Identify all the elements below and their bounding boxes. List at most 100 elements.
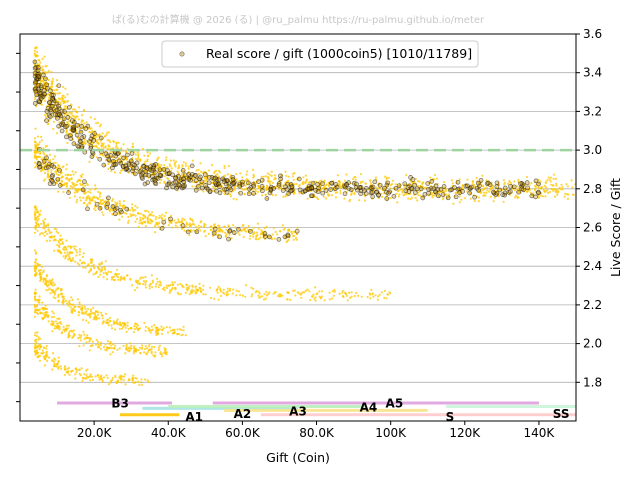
scatter-point — [158, 283, 161, 287]
scatter-point — [74, 189, 77, 192]
scatter-point — [42, 232, 45, 235]
scatter-point — [292, 238, 295, 241]
scatter-point — [136, 286, 139, 289]
scatter-point — [113, 321, 116, 324]
scatter-point — [62, 165, 65, 168]
scatter-point — [513, 196, 517, 199]
scatter-point — [95, 122, 98, 125]
scatter-point — [274, 230, 277, 233]
scatter-point — [148, 152, 152, 155]
scatter-point — [124, 383, 127, 386]
scatter-point — [257, 238, 260, 241]
scatter-point — [233, 188, 236, 192]
scatter-point — [84, 184, 87, 187]
scatter-points — [33, 46, 577, 387]
scatter-point — [204, 223, 207, 226]
scatter-point — [181, 217, 184, 220]
scatter-point — [116, 268, 119, 271]
scatter-point — [209, 286, 212, 289]
real-score-point — [410, 177, 416, 182]
scatter-point — [388, 292, 392, 295]
scatter-point — [53, 155, 57, 158]
scatter-point — [553, 187, 556, 191]
scatter-point — [82, 196, 85, 199]
scatter-point — [155, 326, 158, 329]
scatter-point — [177, 332, 180, 336]
real-score-point — [320, 181, 325, 186]
scatter-point — [293, 183, 296, 186]
scatter-point — [106, 278, 109, 281]
scatter-point — [71, 170, 74, 173]
scatter-point — [555, 182, 558, 185]
scatter-point — [164, 166, 167, 169]
real-score-point — [189, 163, 195, 169]
scatter-point — [74, 171, 77, 174]
scatter-point — [355, 291, 358, 295]
scatter-point — [64, 107, 67, 110]
scatter-point — [89, 261, 92, 264]
scatter-point — [98, 263, 101, 266]
scatter-point — [160, 216, 163, 219]
scatter-point — [43, 221, 46, 224]
real-score-point — [38, 96, 44, 101]
scatter-point — [111, 198, 115, 201]
scatter-point — [431, 196, 434, 199]
scatter-point — [191, 285, 194, 288]
scatter-point — [81, 379, 84, 382]
scatter-point — [36, 50, 39, 54]
scatter-point — [161, 213, 164, 216]
scatter-point — [51, 236, 54, 239]
scatter-point — [37, 338, 40, 341]
scatter-point — [202, 288, 205, 291]
scatter-point — [137, 349, 140, 352]
scatter-point — [85, 196, 88, 199]
scatter-point — [66, 121, 69, 124]
real-score-point — [508, 183, 513, 189]
scatter-point — [121, 375, 124, 378]
scatter-point — [130, 347, 133, 350]
scatter-point — [64, 96, 67, 99]
real-score-point — [139, 174, 145, 180]
real-score-point — [228, 187, 234, 192]
scatter-point — [75, 371, 78, 374]
scatter-point — [122, 149, 125, 152]
scatter-point — [153, 324, 156, 327]
real-score-point — [334, 184, 340, 190]
scatter-point — [508, 179, 511, 183]
scatter-point — [163, 175, 166, 178]
scatter-point — [93, 316, 96, 319]
scatter-point — [34, 299, 37, 302]
scatter-point — [45, 281, 48, 284]
real-score-point — [264, 196, 270, 201]
scatter-point — [200, 291, 203, 294]
scatter-point — [316, 198, 320, 201]
scatter-point — [254, 189, 257, 192]
scatter-point — [414, 177, 417, 181]
scatter-point — [541, 195, 545, 198]
scatter-point — [211, 164, 214, 167]
scatter-point — [107, 270, 110, 273]
scatter-point — [80, 367, 83, 370]
scatter-point — [513, 180, 516, 183]
scatter-point — [353, 193, 356, 196]
scatter-point — [110, 169, 113, 173]
scatter-point — [57, 367, 60, 370]
scatter-point — [544, 186, 548, 189]
scatter-point — [110, 327, 114, 330]
real-score-point — [391, 193, 397, 199]
scatter-point — [176, 170, 179, 173]
scatter-point — [555, 184, 558, 187]
scatter-point — [380, 291, 383, 294]
scatter-point — [319, 296, 322, 299]
scatter-point — [177, 218, 180, 221]
scatter-point — [181, 284, 184, 287]
scatter-point — [121, 215, 124, 218]
real-score-point — [128, 158, 134, 164]
real-score-point — [357, 185, 363, 190]
scatter-point — [88, 197, 91, 200]
scatter-point — [65, 168, 68, 171]
real-score-point — [94, 201, 100, 207]
scatter-point — [274, 174, 277, 177]
scatter-point — [44, 304, 47, 307]
real-score-point — [478, 177, 484, 183]
